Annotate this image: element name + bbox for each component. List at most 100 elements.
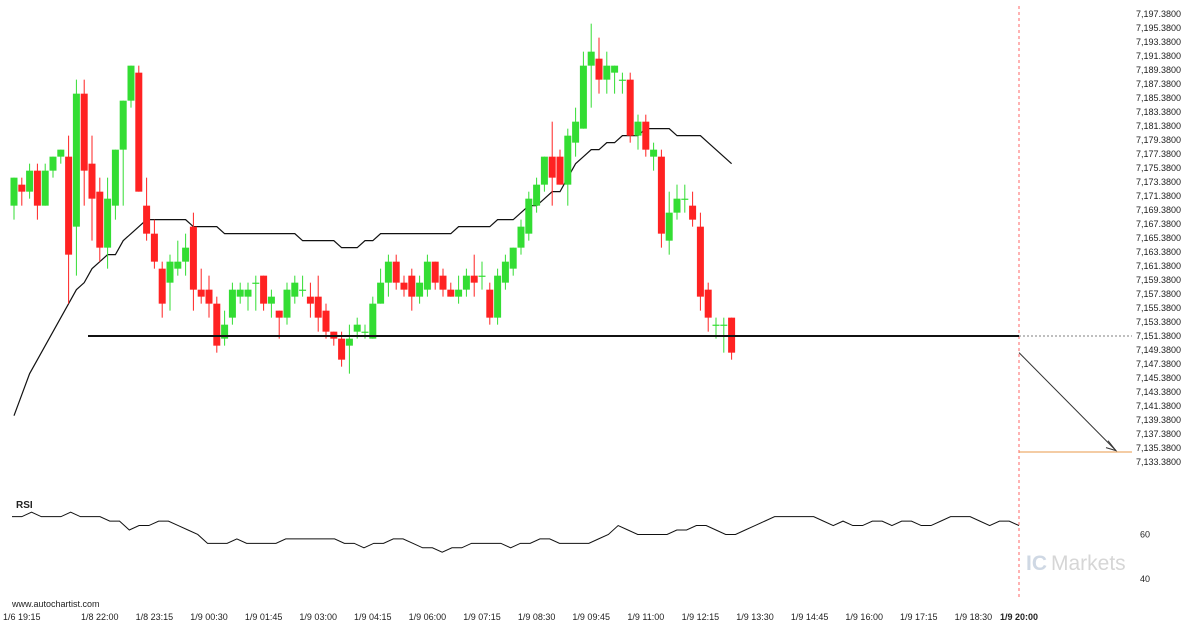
candle-body	[587, 51, 595, 66]
time-tick-label: 1/9 09:45	[572, 612, 610, 622]
candle	[252, 275, 260, 311]
candle	[18, 177, 26, 206]
time-tick-label: 1/9 18:30	[955, 612, 993, 622]
price-tick-label: 7,139.3800	[1136, 415, 1181, 425]
overlays	[88, 335, 1132, 453]
candle-body	[595, 58, 603, 80]
candle	[267, 289, 275, 318]
candle-body	[494, 275, 502, 318]
candle-body	[49, 156, 57, 171]
candle	[41, 163, 49, 206]
candle-body	[158, 268, 166, 304]
candle-body	[720, 324, 728, 326]
candle-body	[439, 275, 447, 290]
candle-body	[314, 296, 322, 318]
candle	[166, 254, 174, 311]
candle-body	[228, 289, 236, 318]
candle	[650, 142, 658, 171]
candle-body	[634, 121, 642, 136]
price-axis: 7,197.3800 7,195.3800 7,193.3800 7,191.3800…	[1136, 9, 1181, 467]
candle	[291, 275, 299, 304]
candle	[345, 324, 353, 374]
candle-body	[57, 149, 65, 157]
candle	[501, 254, 509, 290]
candle	[525, 191, 533, 241]
candle-body	[369, 303, 377, 339]
price-tick-label: 7,193.3800	[1136, 37, 1181, 47]
price-tick-label: 7,195.3800	[1136, 23, 1181, 33]
candle	[213, 296, 221, 353]
candle-body	[564, 135, 572, 185]
candle	[384, 254, 392, 297]
candle-body	[384, 261, 392, 283]
candle-body	[111, 149, 119, 206]
candle	[728, 317, 736, 360]
rsi-panel: 60 40	[12, 511, 1150, 584]
candle-body	[221, 324, 229, 339]
candle	[104, 177, 112, 269]
candle-body	[291, 282, 299, 297]
candle-body	[252, 282, 260, 284]
candle	[486, 282, 494, 325]
candle-body	[579, 65, 587, 129]
candle	[275, 310, 283, 339]
projection-arrow-head	[1105, 440, 1118, 452]
candle-body	[704, 289, 712, 318]
candle	[494, 268, 502, 325]
candle	[96, 177, 104, 262]
price-tick-label: 7,143.3800	[1136, 387, 1181, 397]
candle-body	[189, 226, 197, 290]
candle	[400, 275, 408, 297]
candle-body	[33, 170, 41, 206]
price-tick-label: 7,169.3800	[1136, 205, 1181, 215]
candle	[540, 156, 548, 192]
time-tick-label: 1/9 11:00	[627, 612, 664, 622]
price-tick-label: 7,189.3800	[1136, 65, 1181, 75]
candle	[26, 163, 34, 199]
candle-body	[509, 247, 517, 269]
candle	[634, 114, 642, 150]
candle	[462, 268, 470, 297]
price-tick-label: 7,173.3800	[1136, 177, 1181, 187]
candle	[49, 156, 57, 178]
price-tick-label: 7,159.3800	[1136, 275, 1181, 285]
candle	[174, 240, 182, 276]
candles	[10, 23, 736, 374]
candle	[158, 261, 166, 318]
price-tick-label: 7,161.3800	[1136, 261, 1181, 271]
candle-body	[556, 156, 564, 185]
candle-body	[299, 289, 307, 291]
candle-body	[260, 275, 268, 304]
candle-body	[213, 303, 221, 346]
candle	[135, 65, 143, 192]
candle-body	[462, 275, 470, 290]
candle-body	[72, 93, 80, 227]
time-tick-label: 1/6 19:15	[3, 612, 41, 622]
price-tick-label: 7,163.3800	[1136, 247, 1181, 257]
candle-body	[486, 289, 494, 318]
candle	[533, 177, 541, 213]
candle-body	[642, 121, 650, 150]
candle	[696, 212, 704, 311]
candle-body	[96, 191, 104, 248]
candle	[642, 114, 650, 157]
rsi-label: RSI	[16, 500, 33, 511]
candle	[314, 275, 322, 332]
candle-body	[603, 65, 611, 80]
candle	[72, 79, 80, 276]
candle	[572, 107, 580, 157]
price-tick-label: 7,157.3800	[1136, 289, 1181, 299]
candle	[283, 282, 291, 325]
candle-body	[88, 163, 96, 199]
price-tick-label: 7,191.3800	[1136, 51, 1181, 61]
price-tick-label: 7,141.3800	[1136, 401, 1181, 411]
candle	[33, 163, 41, 220]
candle	[416, 275, 424, 304]
time-axis: 1/6 19:15 1/8 22:00 1/8 23:15 1/9 00:30 1/9 …	[3, 612, 1038, 622]
candle	[657, 149, 665, 248]
candle	[299, 275, 307, 297]
candle-body	[665, 212, 673, 241]
candle-body	[345, 338, 353, 346]
price-tick-label: 7,181.3800	[1136, 121, 1181, 131]
